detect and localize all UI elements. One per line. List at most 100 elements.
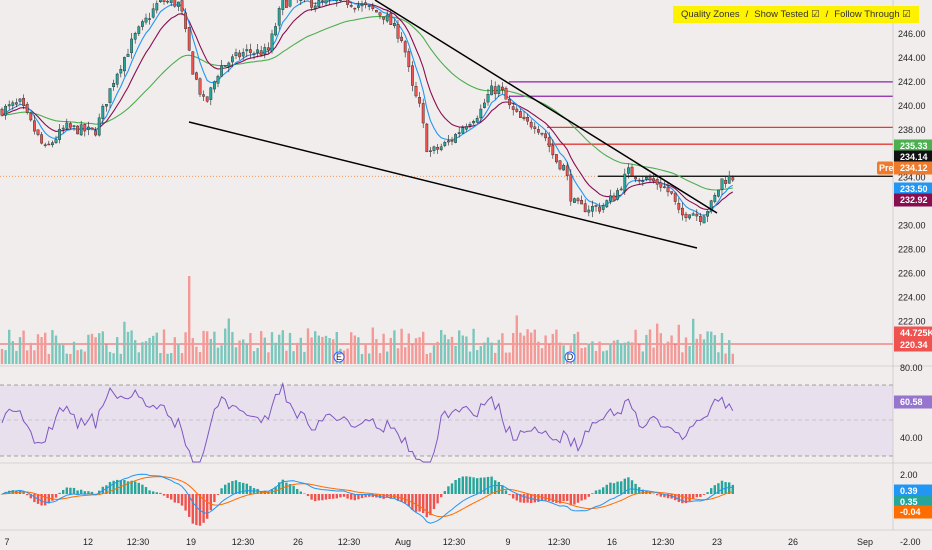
macd-histogram-bar [663,494,666,498]
candle-body [569,174,573,202]
macd-histogram-bar [54,494,58,498]
volume-bar [540,348,544,364]
volume-bar [270,332,274,364]
volume-bar [663,343,666,364]
volume-bar [641,351,644,364]
candle-body [184,12,187,29]
follow-through-toggle[interactable]: Follow Through ☑ [834,9,911,20]
macd-histogram-bar [476,478,479,494]
time-tick-label: 12:30 [232,537,255,547]
macd-histogram-bar [224,484,227,494]
macd-badge-bg [894,484,932,498]
volume-bar [260,331,263,364]
macd-histogram-bar [310,494,313,500]
candle-body [558,160,562,170]
volume-bar [389,337,392,364]
volume-bar [544,335,547,364]
volume-bar [65,353,68,364]
candle-body [101,105,105,119]
macd-pane[interactable] [0,473,734,526]
macd-histogram-bar [94,493,97,495]
event-marker-icon [564,351,576,363]
time-tick-label: 16 [607,537,617,547]
volume-bar [317,335,320,364]
macd-histogram-bar [533,494,536,503]
volume-bar [476,350,479,364]
macd-histogram-bar [713,485,716,494]
candle-body [659,182,663,188]
volume-bar [195,346,198,364]
macd-histogram-bar [461,476,464,494]
volume-bar [285,350,288,364]
volume-bar [720,332,724,364]
volume-bar [393,330,396,364]
rsi-tick-label: 40.00 [900,433,923,443]
macd-histogram-bar [245,483,248,494]
macd-histogram-bar [335,494,338,499]
show-tested-toggle[interactable]: Show Tested ☑ [754,9,820,20]
volume-bar [242,339,245,364]
time-axis[interactable]: 7 12 12:30 19 12:30 26 12:30 Aug 12:30 9 12:30 16 12… [4,537,873,547]
candle-body [533,126,537,129]
volume-bar [249,332,252,364]
candle-body [234,52,238,56]
macd-histogram-bar [364,494,367,498]
volume-bar [162,329,166,364]
candle-body [321,0,324,2]
macd-histogram-bar [288,484,292,494]
volume-bar [386,351,389,364]
volume-bar [713,335,716,364]
candle-body [79,124,83,136]
indicator-legend[interactable]: Quality Zones / Show Tested ☑ / Follow T… [673,6,919,23]
candle-body [627,167,630,174]
candle-body [605,200,609,208]
volume-bar [458,330,461,364]
macd-histogram-bar [231,481,234,494]
macd-histogram-bar [580,494,583,501]
macd-histogram-bar [130,480,133,494]
volume-bar [504,352,508,364]
macd-histogram-bar [83,491,86,494]
candle-body [515,108,519,112]
macd-histogram-bar [504,490,508,494]
volume-bar [123,321,126,364]
macd-histogram-bar [526,494,529,503]
macd-histogram-bar [116,479,119,494]
rsi-pane[interactable] [0,381,893,463]
volume-bar [562,345,565,364]
candle-body [238,52,241,58]
quality-zones-label[interactable]: Quality Zones [681,9,740,20]
volume-bar [472,328,475,364]
volume-bar [202,330,205,364]
price-pane[interactable] [0,0,893,249]
candle-body [537,129,540,133]
macd-histogram-bar [641,489,644,494]
macd-histogram-bar [454,479,457,494]
volume-bar [371,327,374,364]
macd-histogram-bar [184,494,187,511]
candle-body [277,8,281,26]
candle-body [616,190,620,200]
candle-body [65,122,69,129]
volume-bar [422,331,425,364]
macd-histogram-bar [591,493,594,494]
volume-bar [94,337,97,364]
macd-badge-bg [894,505,932,519]
volume-bar [522,335,526,364]
volume-bar [587,343,590,364]
volume-bar [375,339,378,364]
volume-bar [605,350,608,364]
sma-slow-line [1,15,733,191]
macd-histogram-bar [440,494,443,498]
volume-bar [616,339,619,364]
macd-histogram-bar [58,492,61,494]
macd-histogram-bar [324,494,328,500]
macd-histogram-bar [202,494,205,523]
macd-histogram-bar [249,485,252,494]
candle-body [425,123,429,153]
macd-histogram-bar [648,492,652,494]
volume-bar [83,351,86,364]
